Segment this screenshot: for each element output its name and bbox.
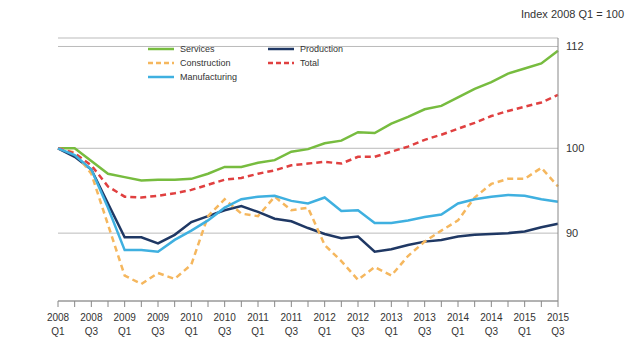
svg-text:112: 112	[566, 40, 584, 52]
svg-text:2013Q3: 2013Q3	[414, 312, 437, 337]
svg-text:2009Q3: 2009Q3	[147, 312, 170, 337]
svg-text:2011Q3: 2011Q3	[281, 312, 303, 337]
svg-text:90: 90	[566, 227, 578, 239]
html-text:Construction: Construction	[180, 58, 231, 68]
html-text:Production: Production	[300, 44, 343, 54]
svg-text:2014Q1: 2014Q1	[447, 312, 470, 337]
svg-text:100: 100	[566, 142, 584, 154]
svg-text:2010Q3: 2010Q3	[214, 312, 237, 337]
svg-text:2010Q1: 2010Q1	[180, 312, 203, 337]
svg-text:2011Q1: 2011Q1	[247, 312, 269, 337]
svg-text:2013Q1: 2013Q1	[380, 312, 403, 337]
svg-text:2012Q1: 2012Q1	[314, 312, 337, 337]
svg-text:2015Q3: 2015Q3	[547, 312, 570, 337]
html-text:Services: Services	[180, 44, 215, 54]
html-text:Manufacturing: Manufacturing	[180, 72, 237, 82]
svg-text:2015Q1: 2015Q1	[514, 312, 537, 337]
svg-text:2012Q3: 2012Q3	[347, 312, 370, 337]
svg-text:2008Q1: 2008Q1	[47, 312, 70, 337]
svg-text:2009Q1: 2009Q1	[114, 312, 137, 337]
html-text:Index 2008 Q1 = 100: Index 2008 Q1 = 100	[520, 8, 624, 20]
svg-text:2008Q3: 2008Q3	[80, 312, 103, 337]
html-text:Total: Total	[300, 58, 319, 68]
svg-text:2014Q3: 2014Q3	[480, 312, 503, 337]
